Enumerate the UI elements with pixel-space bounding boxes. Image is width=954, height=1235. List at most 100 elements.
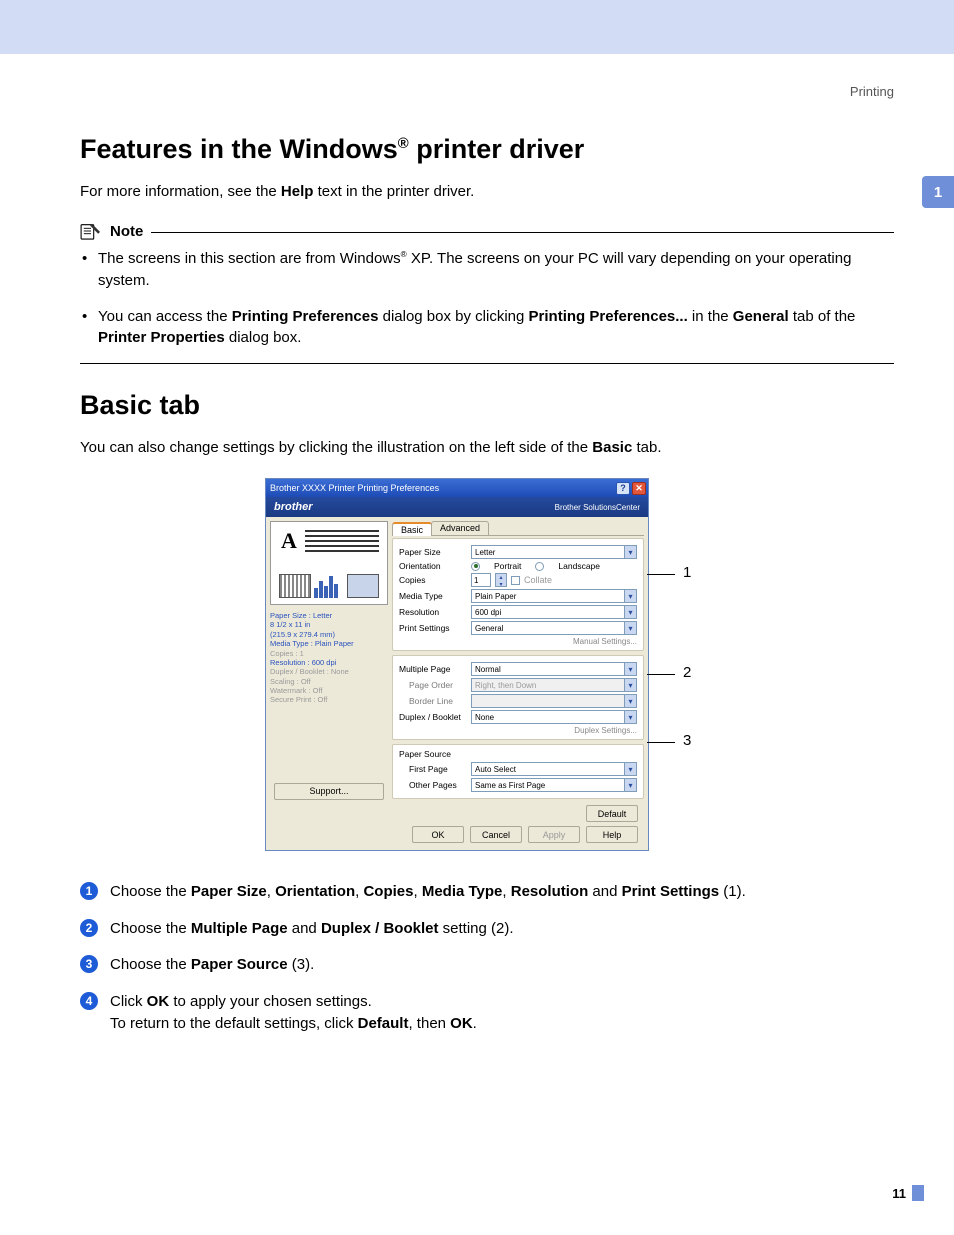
resolution-label: Resolution	[399, 607, 471, 617]
li6: Resolution : 600 dpi	[270, 658, 388, 667]
copies-spinner[interactable]: ▴▾	[495, 573, 507, 587]
support-button[interactable]: Support...	[274, 783, 384, 800]
chevron-down-icon: ▾	[624, 763, 636, 775]
s4e: , then	[408, 1015, 450, 1032]
s1c4: ,	[502, 883, 510, 900]
h1-part-a: Features in the Windows	[80, 134, 398, 164]
resolution-select[interactable]: 600 dpi▾	[471, 605, 637, 619]
s1b1: Paper Size	[191, 883, 267, 900]
otherpages-select[interactable]: Same as First Page▾	[471, 778, 637, 792]
step-1: 1 Choose the Paper Size, Orientation, Co…	[80, 881, 894, 904]
printsettings-select[interactable]: General▾	[471, 621, 637, 635]
chevron-down-icon: ▾	[624, 711, 636, 723]
note-block: Note The screens in this section are fro…	[80, 222, 894, 364]
s2b1: Multiple Page	[191, 920, 288, 937]
step-4: 4 Click OK to apply your chosen settings…	[80, 991, 894, 1036]
tab-advanced[interactable]: Advanced	[431, 521, 489, 535]
note-rule	[151, 232, 894, 233]
s4d: To return to the default settings, click	[110, 1015, 358, 1032]
manual-settings-link[interactable]: Manual Settings...	[399, 637, 637, 646]
s1b6: Print Settings	[622, 883, 720, 900]
n2b4: Printer Properties	[98, 329, 225, 346]
multipage-select[interactable]: Normal▾	[471, 662, 637, 676]
mv: Plain Paper	[475, 592, 516, 601]
s1a: Choose the	[110, 883, 191, 900]
portrait-radio[interactable]	[471, 562, 480, 571]
printing-prefs-dialog: Brother XXXX Printer Printing Preference…	[265, 478, 649, 851]
pageorder-select: Right, then Down ▾	[471, 678, 637, 692]
summary-info: Paper Size : Letter 8 1/2 x 11 in (215.9…	[270, 611, 388, 705]
chevron-down-icon: ▾	[624, 679, 636, 691]
multipage-label: Multiple Page	[399, 664, 471, 674]
orientation-label: Orientation	[399, 561, 471, 571]
sb: Basic	[592, 439, 632, 456]
chevron-down-icon: ▾	[624, 546, 636, 558]
s2d: setting (2).	[438, 920, 513, 937]
note-list: The screens in this section are from Win…	[80, 248, 894, 349]
close-titlebar-button[interactable]: ✕	[632, 482, 646, 495]
sc: tab.	[632, 439, 661, 456]
s1b5: Resolution	[511, 883, 589, 900]
note-label: Note	[110, 223, 143, 240]
pageorder-label: Page Order	[399, 680, 471, 690]
s2a: Choose the	[110, 920, 191, 937]
brand-link[interactable]: Brother SolutionsCenter	[555, 503, 640, 512]
n2b3: General	[733, 308, 789, 325]
step-badge-1: 1	[80, 882, 98, 900]
s4b3: OK	[450, 1015, 473, 1032]
duplex-settings-link[interactable]: Duplex Settings...	[399, 726, 637, 735]
step-badge-2: 2	[80, 919, 98, 937]
tab-basic[interactable]: Basic	[392, 522, 432, 536]
chevron-down-icon: ▾	[624, 663, 636, 675]
ok-button[interactable]: OK	[412, 826, 464, 843]
borderline-select: ▾	[471, 694, 637, 708]
n2a: You can access the	[98, 308, 232, 325]
landscape-radio[interactable]	[535, 562, 544, 571]
preview-lines	[305, 530, 379, 555]
note-item-1: The screens in this section are from Win…	[98, 248, 894, 292]
brand-logo: brother	[274, 501, 313, 513]
group-2: Multiple Page Normal▾ Page Order Right, …	[392, 655, 644, 740]
pov: Right, then Down	[475, 681, 536, 690]
s2b2: Duplex / Booklet	[321, 920, 439, 937]
duplex-select[interactable]: None▾	[471, 710, 637, 724]
copies-label: Copies	[399, 575, 471, 585]
n2e: tab of the	[789, 308, 856, 325]
psv: Letter	[475, 548, 495, 557]
li10: Secure Print : Off	[270, 695, 388, 704]
help-button[interactable]: Help	[586, 826, 638, 843]
li8: Scaling : Off	[270, 677, 388, 686]
copies-input[interactable]: 1	[471, 573, 491, 587]
group-3: Paper Source First Page Auto Select▾ Oth…	[392, 744, 644, 799]
help-titlebar-button[interactable]: ?	[616, 482, 630, 495]
papersize-select[interactable]: Letter ▾	[471, 545, 637, 559]
cancel-button[interactable]: Cancel	[470, 826, 522, 843]
step-badge-3: 3	[80, 955, 98, 973]
brand-bar: brother Brother SolutionsCenter	[266, 497, 648, 517]
s1b3: Copies	[363, 883, 413, 900]
collate-checkbox[interactable]	[511, 576, 520, 585]
s2c: and	[288, 920, 321, 937]
callout-3: 3	[683, 732, 691, 749]
step-badge-4: 4	[80, 992, 98, 1010]
landscape-lbl: Landscape	[558, 561, 600, 571]
group-1: Paper Size Letter▾ Orientation Portrait …	[392, 538, 644, 651]
default-button[interactable]: Default	[586, 805, 638, 822]
page-preview[interactable]: A	[270, 521, 388, 605]
media-select[interactable]: Plain Paper▾	[471, 589, 637, 603]
page-heading: Features in the Windows® printer driver	[80, 134, 894, 165]
chevron-down-icon: ▾	[624, 695, 636, 707]
rv: 600 dpi	[475, 608, 501, 617]
page-number-accent	[912, 1185, 924, 1201]
window-title: Brother XXXX Printer Printing Preference…	[270, 483, 439, 493]
li1: Paper Size : Letter	[270, 611, 388, 620]
section-intro: You can also change settings by clicking…	[80, 439, 894, 456]
li9: Watermark : Off	[270, 686, 388, 695]
s1b2: Orientation	[275, 883, 355, 900]
li4: Media Type : Plain Paper	[270, 639, 388, 648]
s4b1: OK	[147, 993, 170, 1010]
top-band	[0, 0, 954, 54]
intro-bold: Help	[281, 183, 314, 200]
firstpage-select[interactable]: Auto Select▾	[471, 762, 637, 776]
n2b1: Printing Preferences	[232, 308, 379, 325]
